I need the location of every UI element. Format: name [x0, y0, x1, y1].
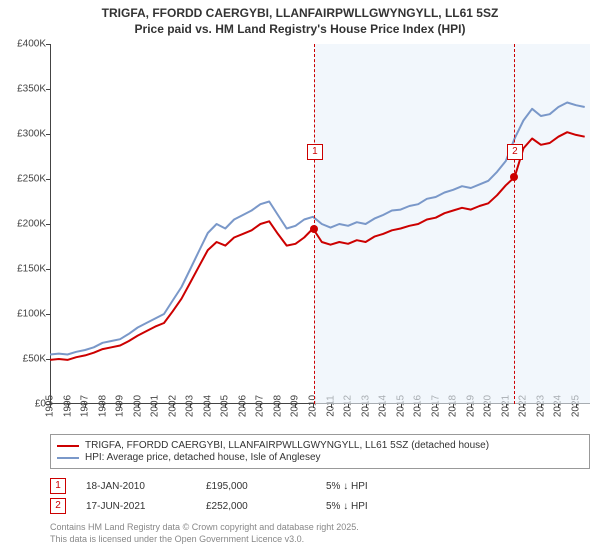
title-line-2: Price paid vs. HM Land Registry's House … — [135, 22, 466, 36]
chart-legend: TRIGFA, FFORDD CAERGYBI, LLANFAIRPWLLGWY… — [50, 434, 590, 469]
sales-table: 1 18-JAN-2010 £195,000 5% ↓ HPI 2 17-JUN-2021… — [50, 478, 590, 518]
sale-marker-line-2 — [514, 44, 515, 404]
legend-swatch — [57, 445, 79, 447]
sale-row-badge: 2 — [50, 498, 66, 514]
copyright-line-1: Contains HM Land Registry data © Crown c… — [50, 522, 359, 532]
legend-swatch — [57, 457, 79, 459]
sale-row-hpi-note: 5% ↓ HPI — [326, 501, 368, 512]
sale-row-price: £195,000 — [206, 481, 306, 492]
sale-marker-dot-2 — [510, 173, 518, 181]
legend-item: TRIGFA, FFORDD CAERGYBI, LLANFAIRPWLLGWY… — [57, 440, 583, 451]
y-axis-label: £100K — [17, 309, 46, 320]
legend-label: HPI: Average price, detached house, Isle… — [85, 452, 321, 463]
sale-row-hpi-note: 5% ↓ HPI — [326, 481, 368, 492]
chart-plot-area: £0£50K£100K£150K£200K£250K£300K£350K£400… — [50, 44, 590, 404]
sale-row-date: 17-JUN-2021 — [86, 501, 186, 512]
chart-title: TRIGFA, FFORDD CAERGYBI, LLANFAIRPWLLGWY… — [0, 0, 600, 37]
sale-marker-dot-1 — [310, 225, 318, 233]
sale-row: 1 18-JAN-2010 £195,000 5% ↓ HPI — [50, 478, 590, 494]
sale-row-badge: 1 — [50, 478, 66, 494]
y-axis-label: £300K — [17, 129, 46, 140]
sale-row: 2 17-JUN-2021 £252,000 5% ↓ HPI — [50, 498, 590, 514]
sale-marker-badge-2: 2 — [507, 144, 523, 160]
copyright-notice: Contains HM Land Registry data © Crown c… — [50, 522, 590, 545]
y-axis-label: £200K — [17, 219, 46, 230]
y-axis-label: £250K — [17, 174, 46, 185]
sale-marker-badge-1: 1 — [307, 144, 323, 160]
legend-item: HPI: Average price, detached house, Isle… — [57, 452, 583, 463]
sale-row-date: 18-JAN-2010 — [86, 481, 186, 492]
y-axis-label: £150K — [17, 264, 46, 275]
title-line-1: TRIGFA, FFORDD CAERGYBI, LLANFAIRPWLLGWY… — [102, 6, 499, 20]
chart-series-svg — [50, 44, 590, 404]
y-axis-label: £350K — [17, 84, 46, 95]
y-axis-label: £50K — [23, 354, 46, 365]
series-property — [50, 132, 585, 360]
y-axis-label: £400K — [17, 39, 46, 50]
legend-label: TRIGFA, FFORDD CAERGYBI, LLANFAIRPWLLGWY… — [85, 440, 489, 451]
copyright-line-2: This data is licensed under the Open Gov… — [50, 534, 304, 544]
sale-row-price: £252,000 — [206, 501, 306, 512]
